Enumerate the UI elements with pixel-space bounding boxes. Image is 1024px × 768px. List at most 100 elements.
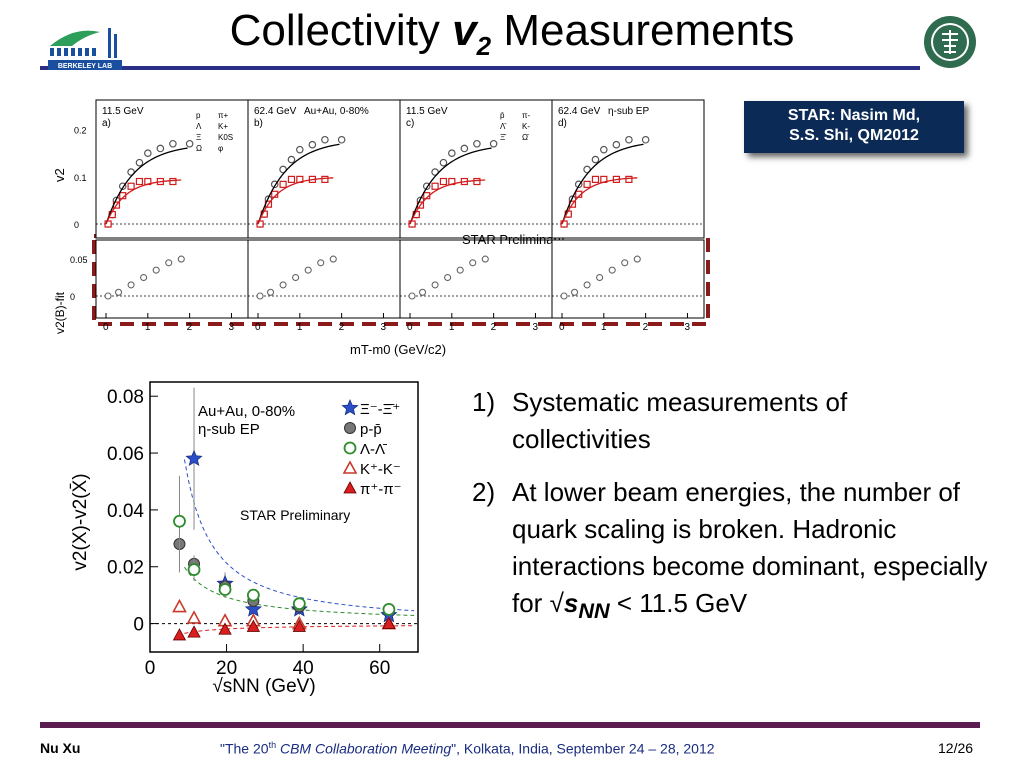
bullet-tail: < 11.5 GeV <box>609 588 748 618</box>
system-label: Au+Au, 0-80% <box>198 403 295 420</box>
fit-curve-gray <box>409 147 492 225</box>
v2-red-marker <box>256 220 264 228</box>
v2-fit-diff-marker <box>292 273 300 282</box>
v2-gray-marker <box>308 140 317 149</box>
filled-triangle-marker <box>246 619 261 632</box>
panel-frame-top <box>399 99 553 239</box>
v2-red-marker <box>560 220 568 228</box>
panel-extra-label: η-sub EP <box>608 106 649 117</box>
legend-entry-c: Ξ̄ <box>500 133 507 142</box>
citation-tag: STAR: Nasim Md, S.S. Shi, QM2012 <box>744 101 964 153</box>
y-axis-label-bottom: v2(B)-fit <box>53 291 67 334</box>
x-tick-label: 60 <box>369 658 390 679</box>
x-tick-label: 2 <box>339 322 345 333</box>
v2-fit-diff-marker <box>329 255 337 263</box>
v2-fit-diff-marker <box>633 255 641 263</box>
panel-frame-bottom <box>551 239 705 319</box>
snn-subscript: NN <box>578 598 610 624</box>
v2-red-marker <box>104 220 112 228</box>
panel-letter-label: a) <box>102 118 111 129</box>
bullet-text: At lower beam energies, the number of qu… <box>512 477 988 618</box>
legend-entry-c: p̄ <box>500 111 505 120</box>
panel-energy-label: 62.4 GeV <box>558 106 601 117</box>
open-circle-marker <box>173 514 186 528</box>
page-number: 12/26 <box>938 740 974 756</box>
filled-triangle-marker <box>292 619 306 632</box>
x-tick-label: 1 <box>297 322 303 333</box>
fit-curve-red <box>561 177 638 225</box>
v2-red-marker <box>591 175 600 183</box>
x-tick-label: 0 <box>103 322 109 333</box>
v2-fit-diff-marker <box>431 281 439 289</box>
legend-entry-a: π+ <box>218 111 229 120</box>
bullet-list: 1) Systematic measurements of collectivi… <box>472 384 992 645</box>
v2-gray-marker <box>612 140 621 149</box>
x-tick-label: 3 <box>380 322 386 333</box>
open-circle-marker <box>343 441 357 455</box>
fit-curve-red <box>409 179 486 225</box>
v2-fit-diff-marker <box>256 292 264 300</box>
v2-red-marker <box>169 177 177 186</box>
v2-red-marker <box>408 220 416 228</box>
filled-triangle-marker <box>218 622 232 635</box>
legend-entry-c: Λ̄ <box>500 122 507 131</box>
legend-entry-c: π- <box>522 111 531 120</box>
y-tick-label-top: 0 <box>74 220 79 230</box>
open-circle-marker <box>382 602 396 616</box>
y-tick-label-bottom: 0.05 <box>70 255 88 265</box>
v2-fit-diff-marker <box>152 266 160 274</box>
v2-fit-diff-marker <box>570 288 579 296</box>
panel-frame-bottom <box>95 239 249 319</box>
v2-fit-diff-marker <box>456 266 464 274</box>
v2-gray-marker <box>321 135 329 144</box>
plot-frame <box>149 381 419 653</box>
panel-energy-label: 62.4 GeV <box>254 106 297 117</box>
panel-frame-bottom <box>247 239 401 319</box>
v2-gray-marker <box>337 135 346 144</box>
fit-curve-red <box>105 179 182 225</box>
v2-red-marker <box>473 177 481 186</box>
v2-gray-marker <box>641 135 650 144</box>
open-triangle-marker <box>342 460 358 474</box>
panel-energy-label: 11.5 GeV <box>406 106 448 117</box>
star-marker <box>341 398 359 416</box>
university-seal-logo <box>924 16 976 68</box>
legend-label: p-p̄ <box>360 421 382 438</box>
v2-gray-marker <box>591 155 600 164</box>
filled-circle-marker <box>344 422 356 434</box>
legend-entry-a: Ω <box>196 144 202 153</box>
slide-title: Collectivity v2 Measurements <box>229 6 795 61</box>
v2-fit-diff-marker <box>583 281 591 289</box>
y-tick-label-bottom: 0 <box>70 292 75 302</box>
x-tick-label: 0 <box>407 322 413 333</box>
berkeley-lab-logo: BERKELEY LAB <box>48 28 122 70</box>
fit-curve-gray <box>105 147 188 225</box>
star-preliminary-label: STAR Preliminary <box>462 232 565 247</box>
v2-fit-diff-marker <box>469 259 477 267</box>
legend-entry-c: Ω̄ <box>522 133 530 142</box>
v2-red-marker <box>135 177 144 186</box>
snn-symbol: s <box>563 588 579 618</box>
v2-fit-diff-marker <box>317 259 325 267</box>
x-tick-label: 3 <box>228 322 234 333</box>
logo-text: BERKELEY LAB <box>58 63 112 70</box>
v2-gray-marker <box>296 145 304 154</box>
filled-triangle-marker <box>172 628 187 641</box>
star-marker <box>244 600 262 617</box>
v2-gray-marker <box>600 145 608 154</box>
x-tick-label: 1 <box>449 322 455 333</box>
v2-fit-diff-marker <box>621 259 629 267</box>
v2-red-marker <box>439 177 448 186</box>
panel-extra-label: Au+Au, 0-80% <box>304 106 369 117</box>
v2-fit-diff-marker <box>596 273 604 282</box>
v2-red-marker <box>279 180 287 188</box>
v2-gray-marker <box>625 135 633 144</box>
v2-fit-diff-marker <box>608 266 616 274</box>
fit-curve-red <box>257 177 334 225</box>
v2-fit-diff-marker <box>266 288 275 296</box>
footer-rule <box>40 722 980 728</box>
v2-red-marker <box>321 175 329 183</box>
x-tick-label: 2 <box>187 322 193 333</box>
x-axis-label: mT-m0 (GeV/c2) <box>350 342 446 357</box>
y-tick-label: 0.08 <box>107 387 144 408</box>
